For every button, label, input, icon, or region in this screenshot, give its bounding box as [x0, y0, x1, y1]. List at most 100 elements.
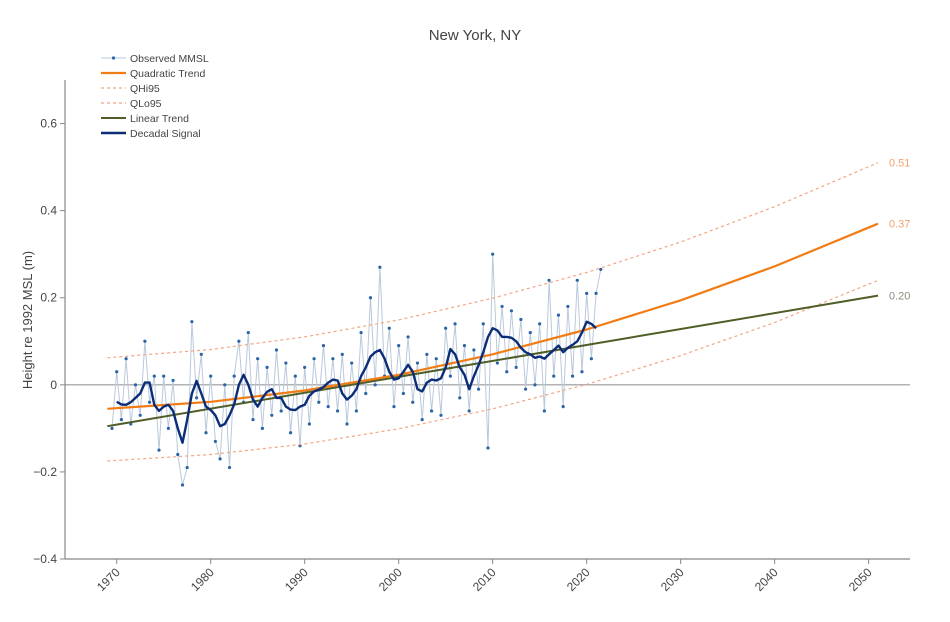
observed-point: [589, 357, 593, 361]
observed-point: [110, 426, 114, 430]
observed-point: [124, 357, 128, 361]
observed-point: [594, 291, 598, 295]
observed-point: [256, 357, 260, 361]
end-label: 0.51: [889, 158, 910, 170]
series-quadratic-trend: [107, 222, 879, 410]
observed-point: [420, 418, 424, 422]
observed-point: [115, 370, 119, 374]
plot-area: 0.51 0.37 0.20: [65, 158, 910, 487]
legend-label-quadratic-trend: Quadratic Trend: [130, 68, 205, 80]
observed-point: [237, 339, 241, 343]
observed-point: [458, 396, 462, 400]
observed-point: [345, 422, 349, 426]
observed-point: [251, 418, 255, 422]
observed-point: [566, 304, 570, 309]
observed-point: [476, 387, 481, 391]
observed-point: [397, 344, 401, 348]
observed-point: [331, 357, 335, 361]
observed-point: [157, 448, 161, 452]
observed-point: [138, 413, 142, 417]
observed-point: [373, 383, 377, 387]
y-tick-label: 0.4: [40, 204, 57, 218]
observed-point: [434, 357, 438, 361]
observed-point: [147, 400, 152, 404]
x-tick-label: 2010: [470, 565, 499, 594]
series-qlo95: [107, 279, 879, 462]
observed-point: [481, 322, 485, 326]
observed-point: [119, 418, 123, 422]
observed-point: [552, 374, 556, 378]
observed-point: [303, 365, 307, 369]
observed-point: [185, 465, 189, 470]
x-tick-label: 2030: [658, 565, 687, 594]
observed-point: [533, 383, 537, 387]
y-tick-label: −0.4: [33, 552, 57, 566]
observed-point: [166, 426, 170, 430]
observed-point: [284, 361, 288, 365]
observed-point: [599, 267, 603, 272]
observed-point: [260, 426, 264, 430]
x-tick-label: 1970: [94, 565, 123, 594]
observed-point: [378, 265, 382, 269]
observed-point: [387, 326, 391, 330]
observed-point: [152, 374, 156, 378]
observed-point: [162, 374, 166, 378]
observed-point: [462, 344, 467, 348]
observed-point: [317, 400, 321, 404]
observed-point: [312, 357, 316, 361]
observed-point: [561, 404, 565, 409]
x-tick-label: 2050: [846, 565, 875, 594]
observed-point: [307, 422, 311, 426]
legend-label-qlo95: QLo95: [130, 98, 162, 110]
y-axis-label: Height re 1992 MSL (m): [20, 251, 35, 389]
observed-point: [340, 352, 344, 356]
observed-point: [519, 317, 523, 322]
observed-point: [359, 330, 363, 335]
observed-point: [232, 374, 236, 378]
observed-point: [425, 352, 429, 356]
observed-point: [180, 483, 185, 487]
observed-point: [547, 278, 551, 282]
observed-point: [505, 370, 509, 374]
x-tick-label: 2000: [376, 565, 405, 594]
observed-point: [448, 374, 452, 378]
axes: −0.4 −0.2 0 0.2 0.4 0.6 1970 1980 1990 2000 2010 20…: [33, 80, 910, 594]
observed-point: [575, 278, 579, 282]
observed-point: [335, 409, 340, 413]
legend-label-qhi95: QHi95: [130, 83, 160, 95]
observed-point: [246, 330, 250, 335]
legend-label-observed-mmsl: Observed MMSL: [130, 53, 209, 65]
observed-point: [472, 348, 476, 352]
observed-point: [190, 320, 194, 324]
observed-point: [274, 348, 279, 352]
observed-point: [429, 409, 434, 413]
observed-point: [223, 383, 227, 387]
observed-point: [453, 322, 457, 326]
observed-point: [279, 409, 283, 413]
observed-point: [495, 361, 499, 365]
observed-point: [467, 409, 471, 413]
observed-point: [415, 361, 420, 365]
observed-point: [326, 404, 330, 409]
observed-point: [293, 374, 297, 378]
observed-point: [580, 370, 584, 374]
observed-point: [444, 326, 448, 330]
observed-point: [392, 404, 396, 409]
observed-point: [133, 383, 138, 387]
x-tick-label: 2020: [564, 565, 593, 594]
observed-point: [439, 413, 443, 417]
observed-point: [143, 339, 147, 343]
observed-point: [368, 296, 373, 300]
legend: Observed MMSL Quadratic Trend QHi95 QLo95 Li…: [101, 53, 209, 140]
observed-point: [288, 431, 293, 435]
observed-point: [401, 391, 405, 396]
series-linear-trend: [107, 294, 879, 428]
observed-point: [411, 400, 415, 404]
series-decadal-signal: [116, 320, 597, 444]
observed-point: [585, 291, 589, 295]
observed-point: [199, 352, 203, 356]
x-tick-label: 1990: [282, 565, 311, 594]
observed-point: [542, 409, 546, 413]
observed-point: [218, 457, 222, 461]
observed-point: [270, 413, 274, 417]
